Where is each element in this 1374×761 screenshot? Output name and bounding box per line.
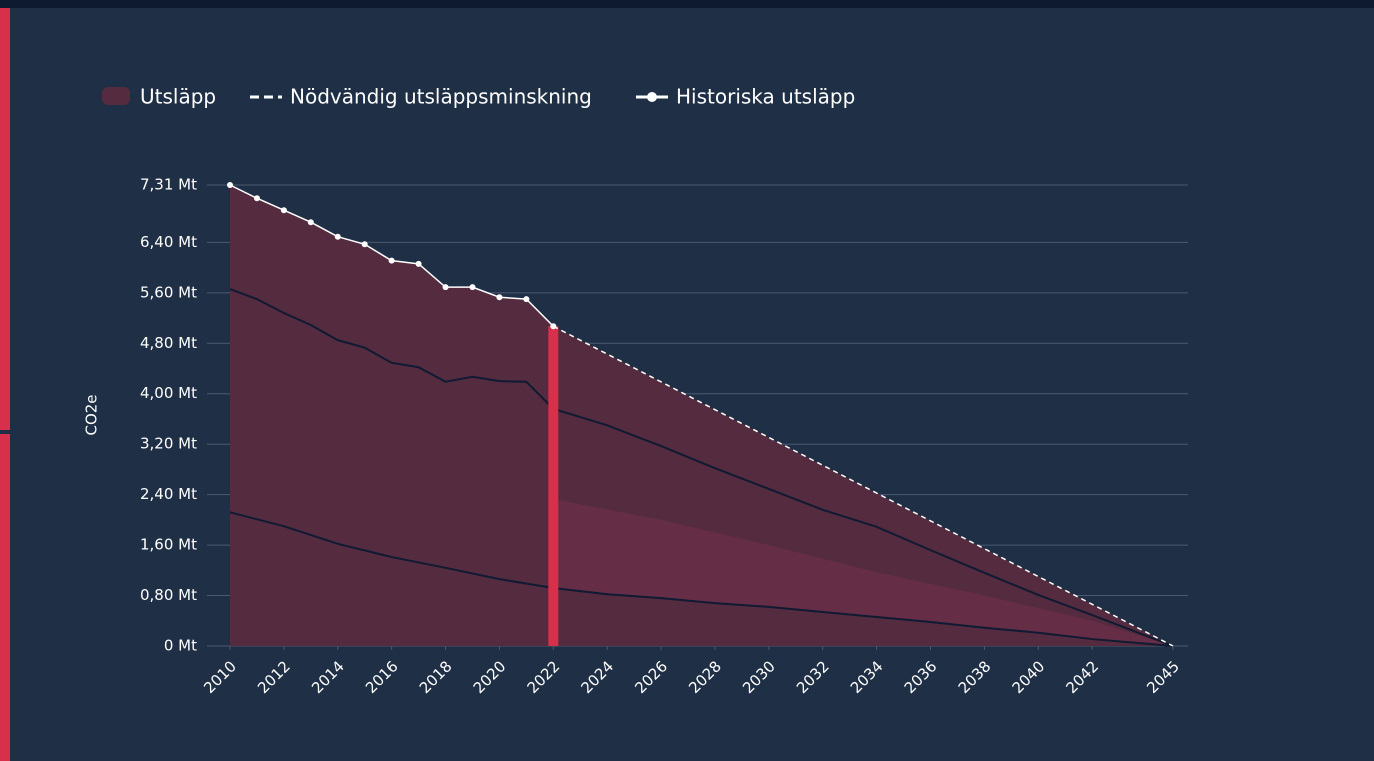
history-dot bbox=[442, 284, 449, 291]
x-tick-label: 2045 bbox=[1143, 657, 1183, 697]
history-dot bbox=[253, 195, 260, 202]
history-dot bbox=[388, 257, 395, 264]
x-tick-label: 2014 bbox=[308, 657, 348, 697]
x-tick-label: 2010 bbox=[200, 657, 240, 697]
x-tick-label: 2036 bbox=[901, 657, 941, 697]
y-tick-label: 3,20 Mt bbox=[140, 435, 197, 453]
x-tick-label: 2030 bbox=[739, 657, 779, 697]
y-tick-label: 0,80 Mt bbox=[140, 586, 197, 604]
layer-line bbox=[229, 288, 1174, 647]
y-tick-label: 4,00 Mt bbox=[140, 384, 197, 402]
legend-label: Nödvändig utsläppsminskning bbox=[290, 85, 592, 109]
history-dot bbox=[523, 296, 530, 303]
x-tick-label: 2012 bbox=[254, 657, 294, 697]
area bbox=[230, 185, 1173, 646]
history-dot bbox=[496, 294, 503, 301]
marker-bar bbox=[548, 326, 559, 646]
history-dot bbox=[280, 207, 287, 214]
y-tick-label: 4,80 Mt bbox=[140, 334, 197, 352]
history-dot bbox=[361, 241, 368, 248]
legend-swatch bbox=[647, 92, 657, 102]
x-tick-label: 2018 bbox=[416, 657, 456, 697]
y-axis-label: CO2e bbox=[83, 394, 101, 435]
x-tick-label: 2042 bbox=[1062, 657, 1102, 697]
legend-label: Historiska utsläpp bbox=[676, 85, 855, 109]
x-tick-label: 2016 bbox=[362, 657, 402, 697]
legend-swatch bbox=[102, 87, 130, 105]
y-tick-label: 2,40 Mt bbox=[140, 485, 197, 503]
history-dot bbox=[307, 219, 314, 226]
y-tick-label: 1,60 Mt bbox=[140, 536, 197, 554]
y-tick-label: 0 Mt bbox=[164, 637, 197, 655]
x-tick-label: 2024 bbox=[577, 657, 617, 697]
x-tick-label: 2032 bbox=[793, 657, 833, 697]
x-tick-label: 2028 bbox=[685, 657, 725, 697]
layer-area bbox=[230, 512, 1173, 646]
history-dot bbox=[334, 233, 341, 240]
history-dot bbox=[550, 323, 557, 330]
x-tick-label: 2022 bbox=[524, 657, 564, 697]
y-tick-label: 7,31 Mt bbox=[140, 176, 197, 194]
history-dot bbox=[227, 182, 233, 188]
x-tick-label: 2026 bbox=[631, 657, 671, 697]
side-accent bbox=[0, 434, 10, 761]
y-tick-label: 5,60 Mt bbox=[140, 283, 197, 301]
layer-line bbox=[229, 511, 1174, 647]
x-tick-label: 2034 bbox=[847, 657, 887, 697]
history-dot bbox=[415, 260, 422, 267]
x-tick-label: 2020 bbox=[470, 657, 510, 697]
history-dot bbox=[469, 284, 476, 291]
x-tick-label: 2040 bbox=[1009, 657, 1049, 697]
side-accent bbox=[0, 8, 10, 430]
y-tick-label: 6,40 Mt bbox=[140, 233, 197, 251]
top-strip bbox=[0, 0, 1374, 8]
legend-label: Utsläpp bbox=[140, 85, 216, 109]
x-tick-label: 2038 bbox=[955, 657, 995, 697]
